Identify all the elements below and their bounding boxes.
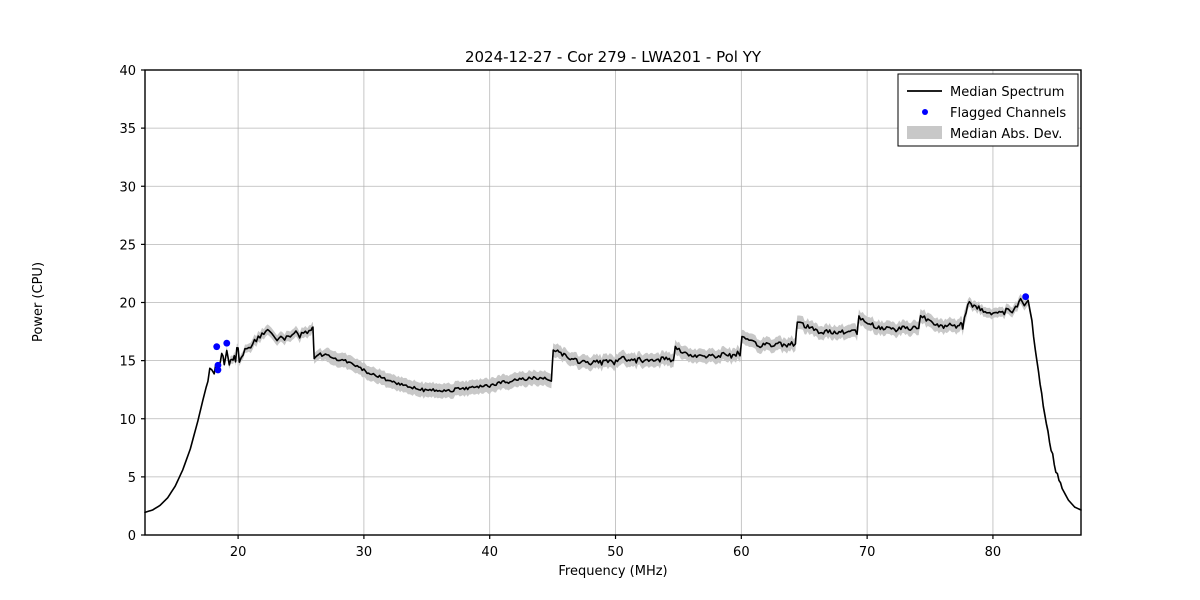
median-spectrum-line <box>144 297 1082 514</box>
x-tick-label: 60 <box>733 545 750 560</box>
x-tick-label: 40 <box>481 545 498 560</box>
x-tick-label: 30 <box>356 545 373 560</box>
x-tick-label: 20 <box>230 545 247 560</box>
plot-area: 20 30 40 50 60 70 80 0 5 10 15 20 25 30 35 40 <box>119 64 1082 560</box>
y-tick-label: 10 <box>119 413 136 428</box>
y-tick-label: 0 <box>128 529 136 544</box>
y-tick-label: 30 <box>119 180 136 195</box>
flagged-channel-dot <box>214 361 222 369</box>
axis-tick-labels: 20 30 40 50 60 70 80 0 5 10 15 20 25 30 35 40 <box>119 64 1001 560</box>
axis-ticks <box>141 69 994 539</box>
x-axis-label: Frequency (MHz) <box>558 564 667 579</box>
y-tick-label: 35 <box>119 122 136 137</box>
legend-dot-swatch <box>922 109 928 115</box>
y-tick-label: 5 <box>128 471 136 486</box>
page-title: 2024-12-27 - Cor 279 - LWA201 - Pol YY <box>465 48 762 66</box>
x-tick-label: 70 <box>859 545 876 560</box>
flagged-channel-dot <box>213 343 221 351</box>
y-axis-label: Power (CPU) <box>31 262 46 342</box>
flagged-channel-dot <box>1022 293 1030 301</box>
spectrum-polyline <box>144 297 1082 514</box>
legend-label: Flagged Channels <box>950 106 1066 121</box>
x-tick-label: 80 <box>985 545 1002 560</box>
y-tick-label: 15 <box>119 355 136 370</box>
x-tick-label: 50 <box>607 545 624 560</box>
legend: Median Spectrum Flagged Channels Median Ab… <box>897 73 1079 147</box>
y-tick-label: 40 <box>119 64 136 79</box>
y-tick-label: 20 <box>119 297 136 312</box>
legend-label: Median Spectrum <box>950 85 1064 100</box>
flagged-channel-dot <box>223 339 231 347</box>
legend-label: Median Abs. Dev. <box>950 127 1062 142</box>
flagged-channels-markers <box>213 293 1030 374</box>
legend-band-swatch <box>907 126 942 139</box>
y-tick-label: 25 <box>119 238 136 253</box>
flagged-channel-dot <box>214 366 222 374</box>
